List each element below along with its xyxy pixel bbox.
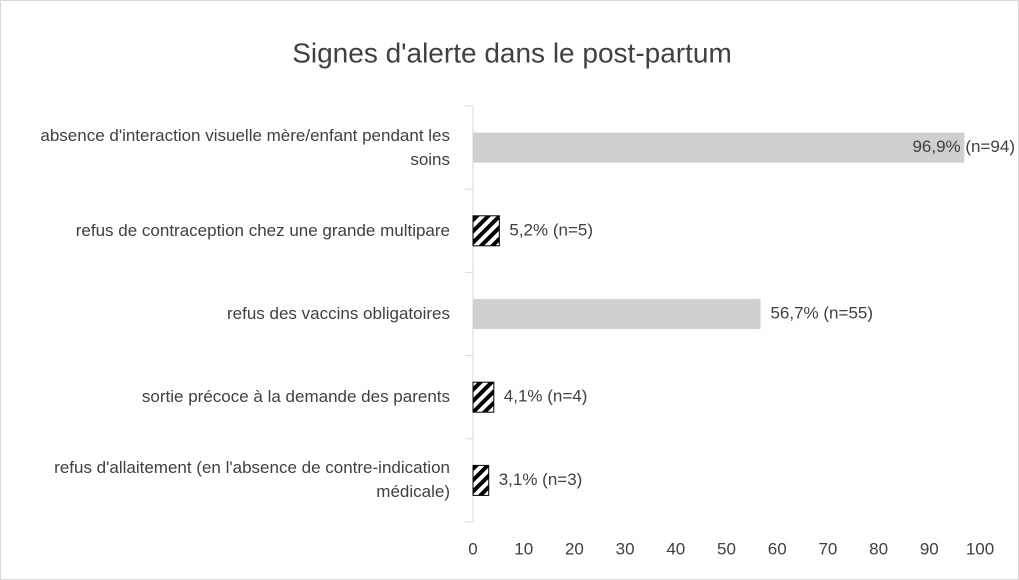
x-tick-label: 50 — [717, 539, 736, 558]
bar — [472, 215, 500, 247]
y-tick-label: refus des vaccins obligatoires — [226, 303, 450, 323]
bar — [473, 132, 965, 163]
y-tick-label: absence d'interaction visuelle mère/enfa… — [40, 125, 450, 169]
x-tick-label: 10 — [514, 539, 533, 558]
x-tick-label: 100 — [966, 539, 994, 558]
x-tick-label: 0 — [468, 539, 477, 558]
x-tick-label: 30 — [616, 539, 635, 558]
x-tick-label: 60 — [768, 539, 787, 558]
x-tick-label: 40 — [666, 539, 685, 558]
bar — [472, 381, 495, 413]
x-tick-label: 70 — [818, 539, 837, 558]
y-tick-label: refus d'allaitement (en l'absence de con… — [54, 458, 450, 502]
bar — [473, 299, 761, 329]
x-tick-label: 80 — [869, 539, 888, 558]
data-label: 4,1% (n=4) — [504, 387, 588, 406]
y-tick-label: sortie précoce à la demande des parents — [141, 387, 450, 407]
x-tick-label: 20 — [565, 539, 584, 558]
data-label: 5,2% (n=5) — [509, 220, 593, 239]
y-tick-label: refus de contraception chez une grande m… — [75, 220, 450, 240]
data-label: 96,9% (n=94) — [912, 137, 1015, 156]
x-tick-label: 90 — [920, 539, 939, 558]
chart-title: Signes d'alerte dans le post-partum — [292, 37, 732, 68]
data-label: 56,7% (n=55) — [770, 303, 873, 322]
bar — [472, 464, 490, 496]
data-label: 3,1% (n=3) — [499, 470, 583, 489]
